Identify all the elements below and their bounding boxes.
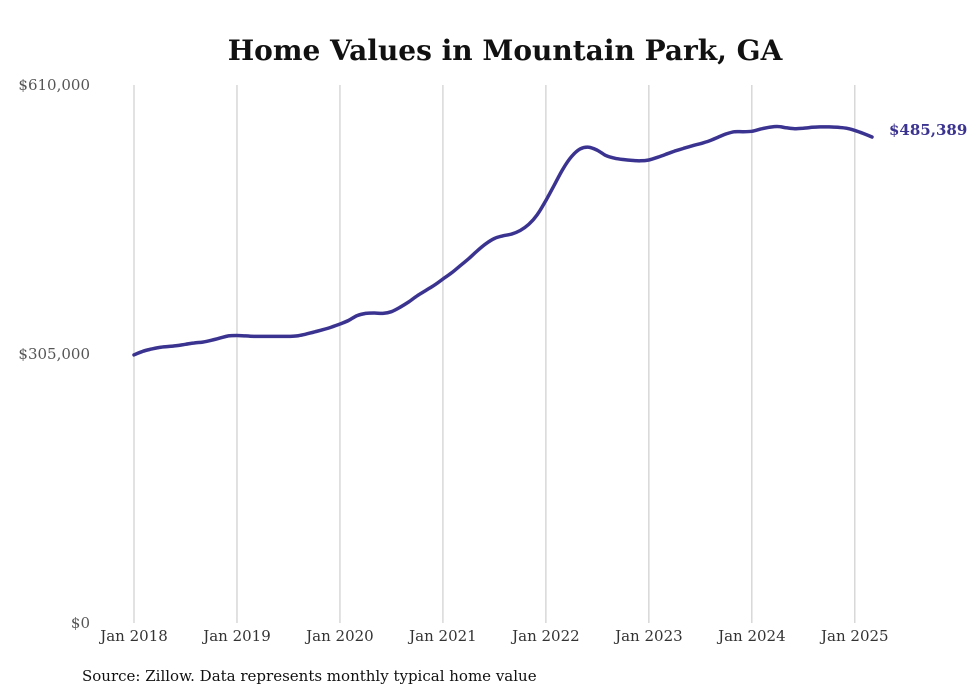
x-tick-label: Jan 2023	[613, 627, 683, 645]
latest-value-label: $485,389	[889, 121, 967, 139]
x-tick-label: Jan 2022	[510, 627, 580, 645]
y-tick-label: $305,000	[18, 345, 90, 363]
x-tick-label: Jan 2019	[201, 627, 271, 645]
x-axis-ticks: Jan 2018 Jan 2019 Jan 2020 Jan 2021 Jan 2022…	[98, 627, 888, 645]
y-tick-label: $0	[71, 614, 90, 632]
x-tick-label: Jan 2021	[407, 627, 477, 645]
y-axis-ticks: $0 $305,000 $610,000	[18, 76, 90, 632]
y-tick-label: $610,000	[18, 76, 90, 94]
x-tick-label: Jan 2024	[716, 627, 786, 645]
x-tick-label: Jan 2020	[304, 627, 374, 645]
gridlines	[133, 85, 856, 623]
home-value-line	[132, 124, 874, 357]
chart-title: Home Values in Mountain Park, GA	[228, 34, 784, 67]
x-tick-label: Jan 2018	[98, 627, 168, 645]
source-note: Source: Zillow. Data represents monthly …	[82, 667, 537, 685]
x-tick-label: Jan 2025	[819, 627, 889, 645]
